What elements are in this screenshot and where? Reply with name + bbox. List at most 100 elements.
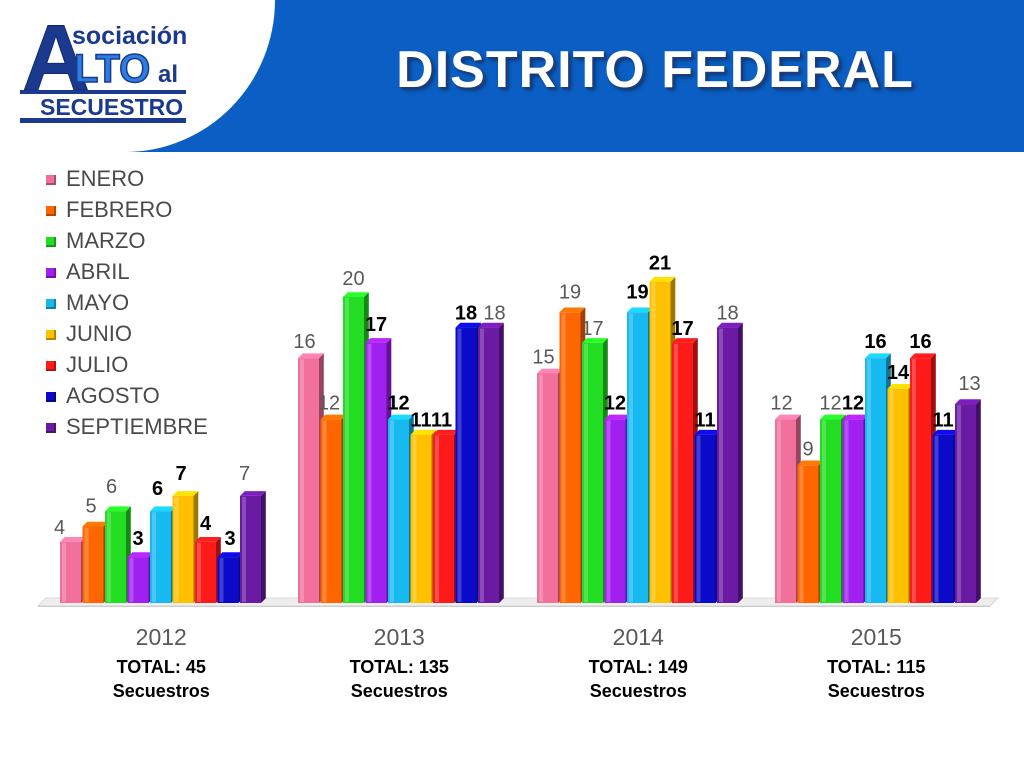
legend-swatch (46, 267, 56, 278)
legend-item: JUNIO (46, 318, 208, 349)
data-label: 12 (604, 392, 626, 414)
data-label: 12 (819, 392, 841, 414)
legend-label: MAYO (66, 289, 130, 315)
data-label: 6 (106, 476, 117, 498)
data-label: 19 (626, 281, 648, 303)
legend-swatch (46, 298, 56, 309)
data-label: 12 (842, 392, 864, 414)
total-sublabel: Secuestros (113, 681, 210, 701)
bar (478, 322, 504, 603)
bar (910, 353, 936, 603)
chart-floor (37, 597, 999, 607)
legend-item: SEPTIEMBRE (46, 411, 208, 442)
bar (217, 552, 244, 603)
data-label: 11 (932, 410, 953, 432)
data-label: 12 (387, 392, 409, 414)
legend-swatch (46, 329, 56, 340)
data-label: 7 (175, 463, 186, 485)
data-label: 3 (132, 528, 143, 550)
bar (82, 521, 109, 603)
bar (820, 414, 846, 603)
bar (842, 414, 869, 603)
bar (932, 429, 959, 603)
legend-item: FEBRERO (46, 194, 208, 225)
legend-swatch (46, 236, 56, 247)
data-label: 6 (152, 478, 163, 500)
bar (410, 429, 437, 603)
bar (298, 353, 324, 603)
legend-item: MAYO (46, 287, 208, 318)
bar (604, 414, 631, 603)
total-sublabel: Secuestros (351, 681, 448, 701)
legend-swatch (46, 391, 56, 402)
data-label: 15 (532, 347, 554, 369)
bar (797, 460, 824, 603)
bar (195, 537, 221, 603)
data-label: 18 (716, 303, 738, 325)
logo-al: al (158, 61, 178, 88)
bar (365, 338, 392, 603)
data-label: 21 (649, 253, 671, 275)
total-label: TOTAL: 45 (117, 657, 206, 677)
bar (150, 506, 176, 603)
logo-line3: SECUESTRO (40, 94, 183, 120)
bar (582, 338, 608, 603)
total-label: TOTAL: 115 (827, 657, 925, 677)
bar (240, 491, 266, 603)
data-label: 11 (694, 410, 715, 432)
bar (775, 414, 801, 603)
category-label: 2014 (613, 624, 664, 650)
logo: A sociación LTO al SECUESTRO (20, 8, 187, 123)
legend-label: MARZO (66, 227, 146, 253)
data-label: 14 (887, 362, 910, 384)
legend-item: MARZO (46, 225, 208, 256)
logo-line1: sociación (72, 22, 187, 50)
bar (320, 414, 347, 603)
data-label: 16 (909, 331, 931, 353)
category-label: 2013 (374, 624, 425, 650)
legend-item: ABRIL (46, 256, 208, 287)
legend-swatch (46, 174, 56, 185)
data-label: 20 (342, 268, 364, 290)
legend-label: SEPTIEMBRE (66, 413, 208, 439)
bar (672, 338, 698, 603)
bar (388, 414, 414, 603)
bar (694, 429, 721, 603)
bar (717, 322, 743, 603)
data-label: 3 (224, 528, 235, 550)
data-label: 5 (85, 496, 96, 518)
bar (865, 353, 891, 603)
total-label: TOTAL: 149 (589, 657, 688, 677)
data-label: 16 (293, 331, 315, 353)
legend-label: AGOSTO (66, 382, 160, 408)
data-label: 4 (54, 517, 65, 539)
data-label: 17 (671, 318, 693, 340)
data-label: 13 (958, 373, 980, 395)
logo-bottom-bar (20, 118, 186, 123)
page-title: DISTRITO FEDERAL (396, 41, 914, 99)
total-sublabel: Secuestros (590, 681, 687, 701)
bar (955, 399, 981, 603)
total-sublabel: Secuestros (828, 681, 925, 701)
bar (887, 384, 914, 603)
logo-lto: LTO (74, 47, 150, 91)
bar (105, 506, 131, 603)
data-label: 9 (802, 438, 813, 460)
bar (559, 307, 586, 603)
legend-label: FEBRERO (66, 196, 173, 222)
legend-label: JULIO (66, 351, 129, 377)
bar (627, 307, 653, 603)
legend-swatch (46, 422, 56, 433)
logo-underline (20, 90, 186, 94)
bar (455, 322, 482, 603)
legend-item: ENERO (46, 163, 208, 194)
data-label: 18 (455, 303, 477, 325)
legend-label: ABRIL (66, 258, 130, 284)
data-label: 7 (239, 463, 250, 485)
data-label: 12 (318, 392, 340, 414)
data-label: 4 (200, 513, 212, 535)
bar (537, 368, 563, 603)
legend-swatch (46, 205, 56, 216)
legend-label: JUNIO (66, 320, 132, 346)
